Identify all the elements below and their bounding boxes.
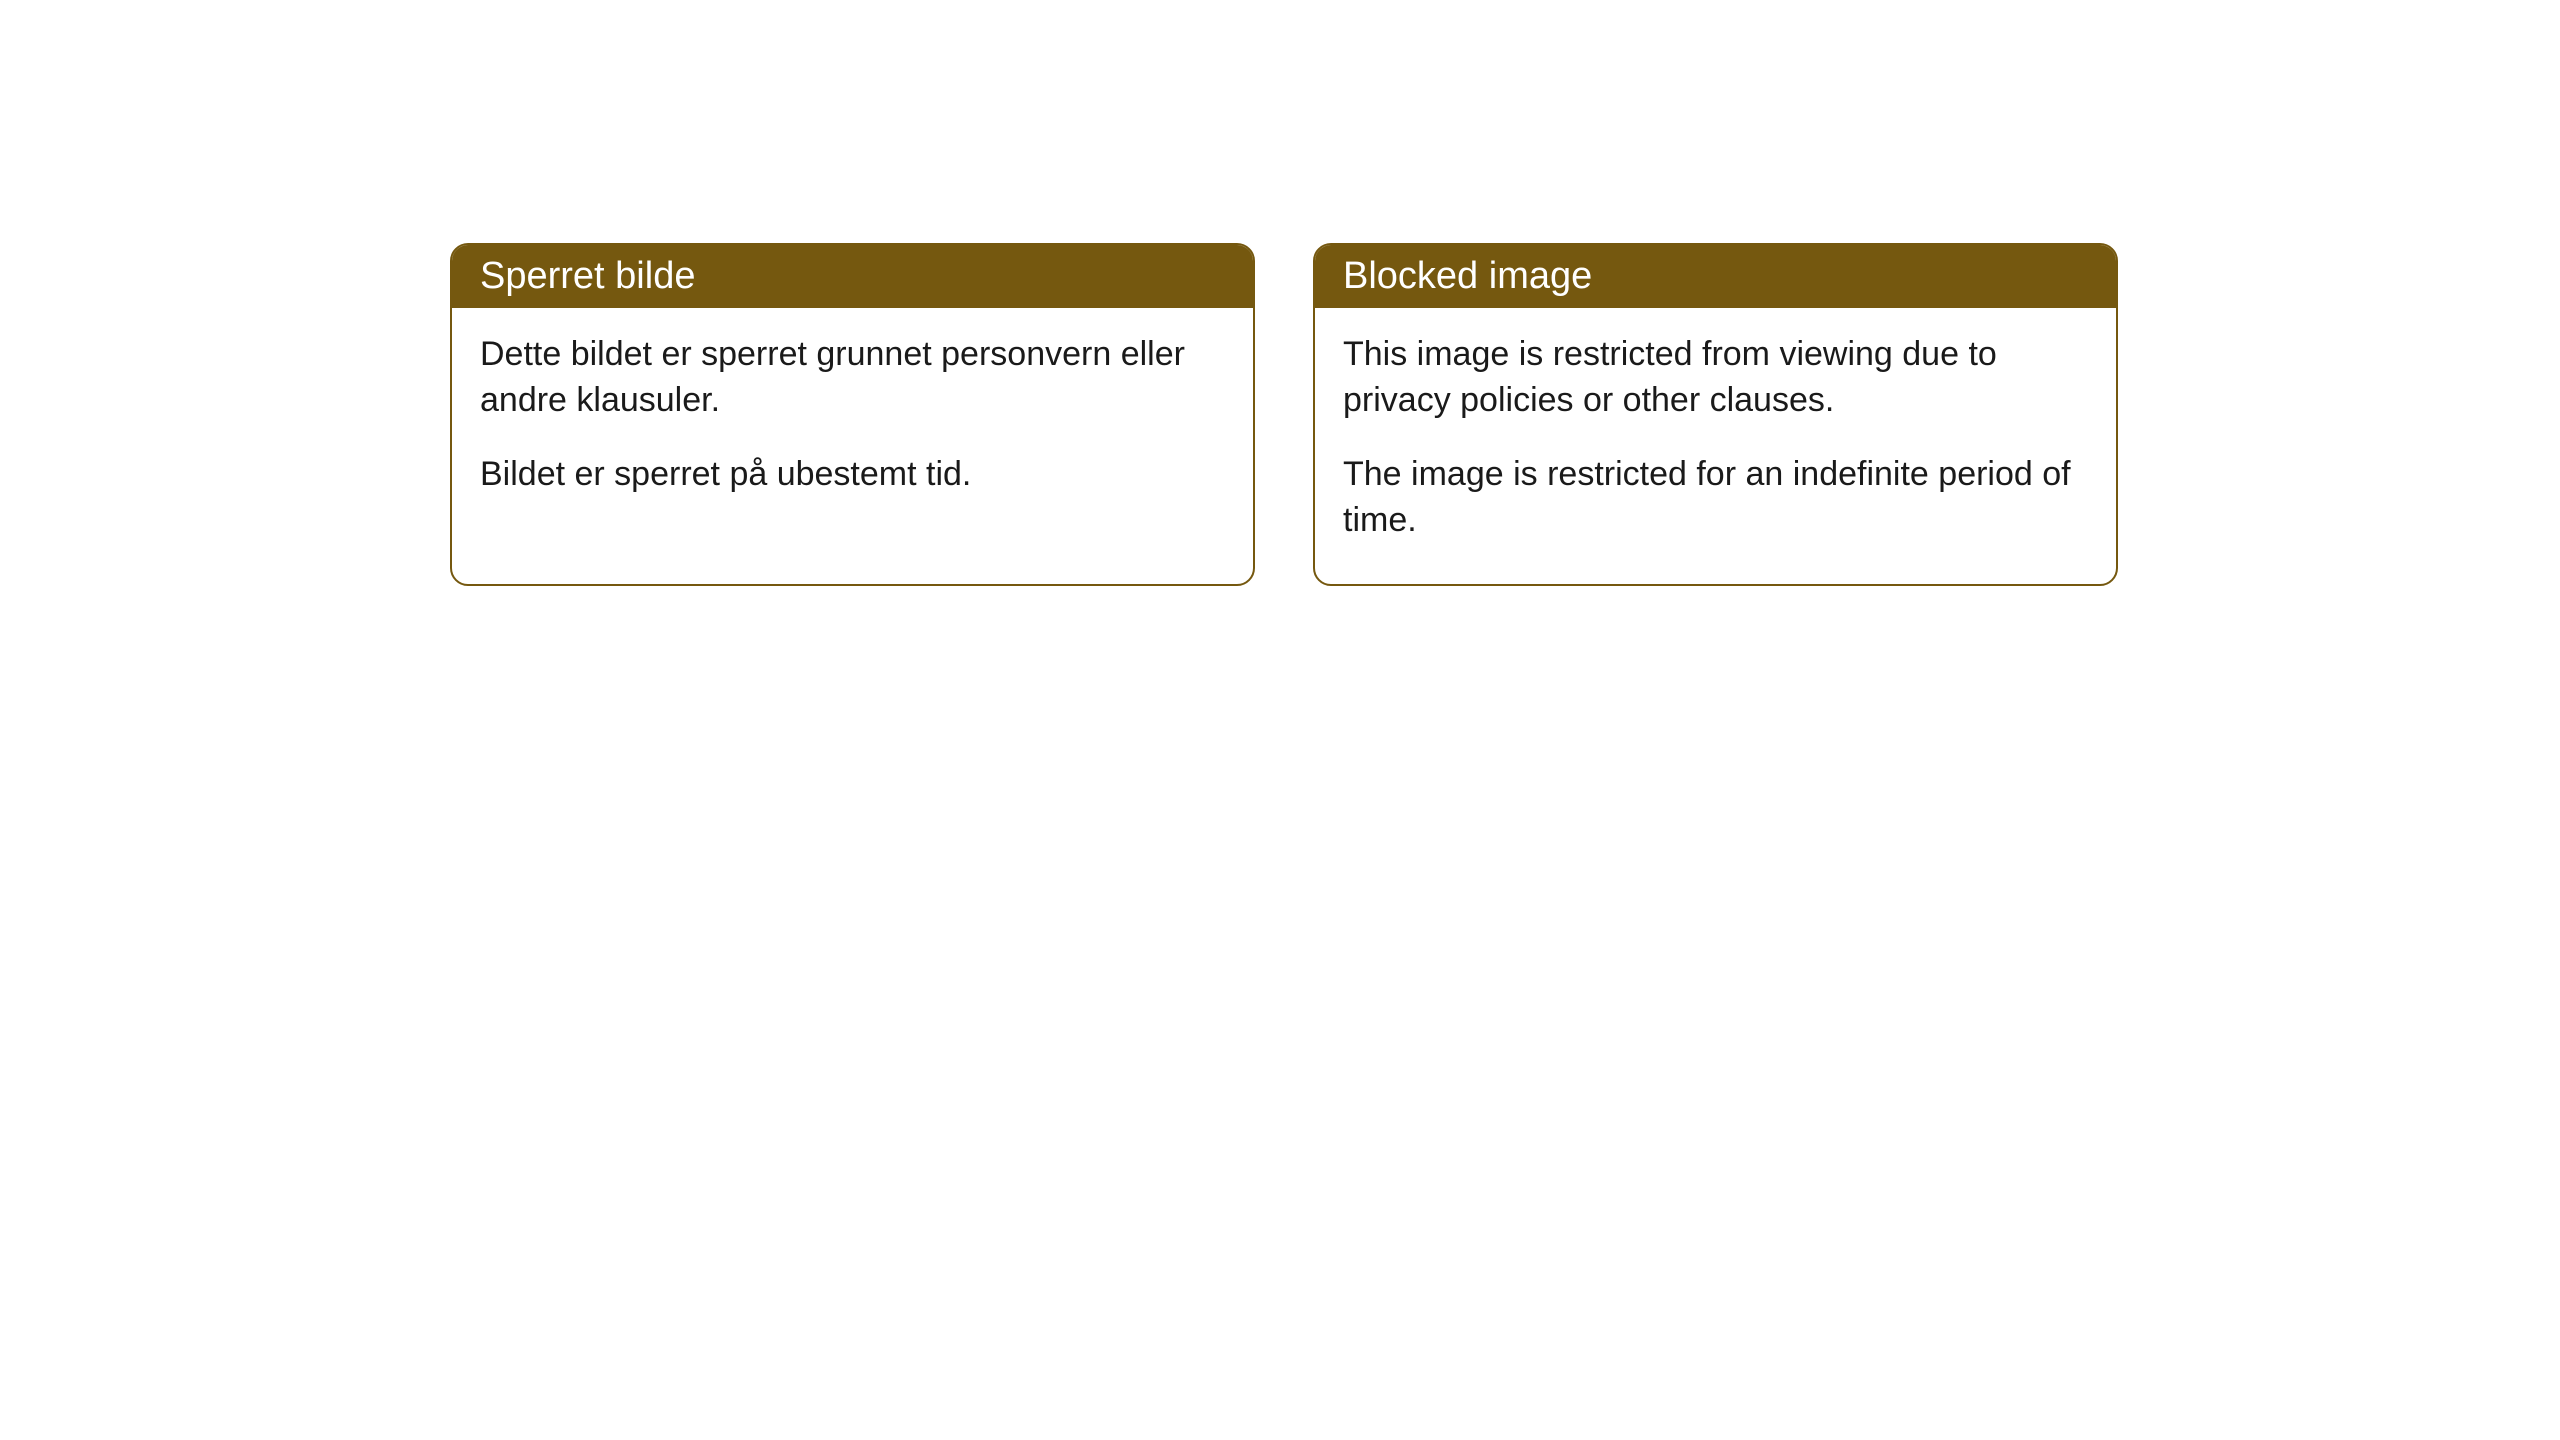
card-body: Dette bildet er sperret grunnet personve…: [452, 308, 1253, 538]
card-body: This image is restricted from viewing du…: [1315, 308, 2116, 584]
blocked-image-card-english: Blocked image This image is restricted f…: [1313, 243, 2118, 586]
card-title: Blocked image: [1315, 245, 2116, 308]
blocked-image-card-norwegian: Sperret bilde Dette bildet er sperret gr…: [450, 243, 1255, 586]
notice-cards-container: Sperret bilde Dette bildet er sperret gr…: [450, 243, 2118, 586]
card-paragraph: The image is restricted for an indefinit…: [1343, 452, 2088, 544]
card-paragraph: This image is restricted from viewing du…: [1343, 332, 2088, 424]
card-paragraph: Bildet er sperret på ubestemt tid.: [480, 452, 1225, 498]
card-title: Sperret bilde: [452, 245, 1253, 308]
card-paragraph: Dette bildet er sperret grunnet personve…: [480, 332, 1225, 424]
